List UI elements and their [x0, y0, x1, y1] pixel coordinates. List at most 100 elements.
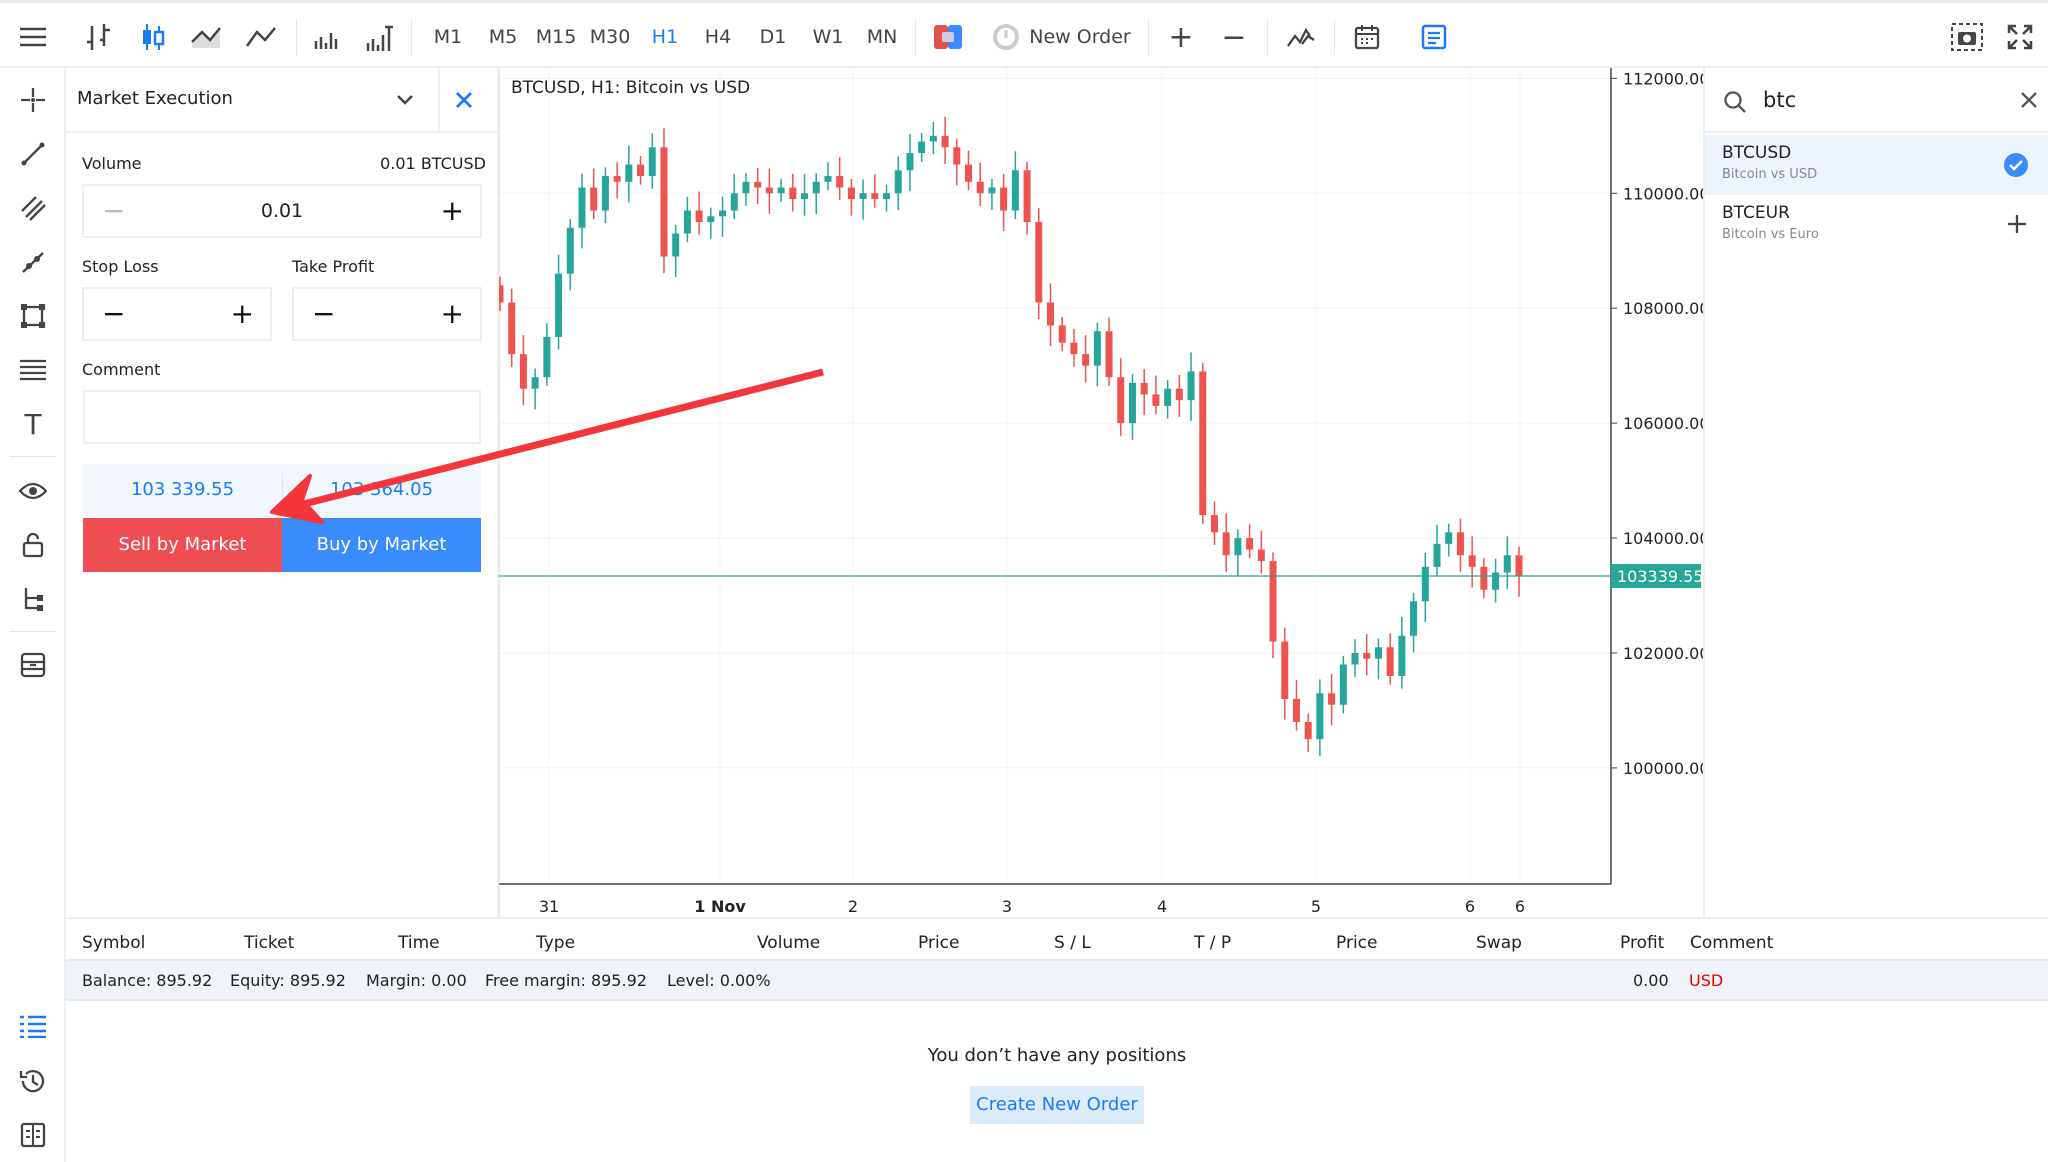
positions-list-icon[interactable] — [13, 1006, 53, 1046]
add-symbol-icon[interactable] — [2007, 214, 2027, 234]
stop-loss-increase-button[interactable]: + — [230, 296, 254, 330]
column-price[interactable]: Price — [918, 933, 960, 953]
volume-input[interactable]: 0.01 — [260, 200, 304, 222]
stop-loss-decrease-button[interactable]: − — [102, 296, 126, 330]
buy-by-market-button[interactable]: Buy by Market — [282, 518, 481, 572]
timeframe-w1[interactable]: W1 — [812, 26, 844, 48]
x-tick-label: 4 — [1157, 897, 1167, 916]
fibonacci-icon[interactable] — [13, 350, 53, 390]
column-symbol[interactable]: Symbol — [82, 933, 146, 953]
tick-volumes-icon[interactable] — [365, 17, 395, 57]
timeframe-m5[interactable]: M5 — [488, 26, 518, 48]
trade-panel-icon[interactable] — [1421, 17, 1447, 57]
journal-icon[interactable] — [13, 1115, 53, 1155]
text-tool-icon[interactable]: T — [24, 407, 42, 441]
timeframe-m15[interactable]: M15 — [535, 26, 577, 48]
price-chart[interactable]: 112000.00 110000.00 108000.00 106000.00 1040… — [499, 68, 1703, 917]
timeframe-h4[interactable]: H4 — [704, 26, 732, 48]
candle-body — [765, 187, 773, 194]
clear-search-icon[interactable] — [2021, 92, 2037, 108]
candle-body — [1410, 601, 1418, 636]
candle-body — [742, 181, 750, 194]
create-new-order-button[interactable]: Create New Order — [970, 1086, 1144, 1124]
volume-label: Volume — [82, 154, 142, 173]
candle-body — [1480, 566, 1488, 590]
candle-body — [1152, 394, 1160, 406]
candle-body — [871, 193, 879, 200]
menu-icon[interactable] — [20, 17, 46, 57]
area-chart-icon[interactable] — [190, 17, 222, 57]
candle-body — [1093, 331, 1101, 366]
shapes-icon[interactable] — [13, 296, 53, 336]
parallel-channel-icon[interactable] — [13, 188, 53, 228]
column-time[interactable]: Time — [398, 933, 440, 953]
selected-check-icon[interactable] — [2003, 152, 2029, 178]
chart-canvas[interactable]: 112000.00 110000.00 108000.00 106000.00 1040… — [499, 68, 1703, 917]
stop-loss-stepper[interactable]: − + — [82, 287, 272, 341]
layers-icon[interactable] — [13, 645, 53, 685]
volume-increase-button[interactable]: + — [440, 193, 464, 227]
take-profit-stepper[interactable]: − + — [292, 287, 482, 341]
positions-table-header: Symbol Ticket Time Type Volume Price S /… — [66, 919, 2048, 961]
candle-body — [777, 187, 785, 194]
timeframe-m1[interactable]: M1 — [433, 26, 463, 48]
empty-positions-message: You don’t have any positions — [927, 1045, 1187, 1066]
timeframe-d1[interactable]: D1 — [759, 26, 787, 48]
fullscreen-icon[interactable] — [2007, 17, 2033, 57]
column-current-price[interactable]: Price — [1336, 933, 1378, 953]
x-tick-label: 1 Nov — [694, 897, 746, 916]
new-order-button[interactable]: New Order — [1029, 26, 1131, 48]
symbol-item-btcusd[interactable]: BTCUSD Bitcoin vs USD — [1705, 135, 2048, 195]
take-profit-increase-button[interactable]: + — [440, 296, 464, 330]
candle-body — [1433, 543, 1441, 567]
trend-line-icon[interactable] — [13, 134, 53, 174]
close-icon[interactable] — [455, 91, 473, 109]
zoom-in-icon[interactable]: + — [1168, 19, 1194, 55]
column-sl[interactable]: S / L — [1054, 933, 1091, 953]
object-tree-icon[interactable] — [13, 579, 53, 619]
comment-label: Comment — [82, 360, 161, 379]
column-ticket[interactable]: Ticket — [244, 933, 295, 953]
line-chart-icon[interactable] — [245, 17, 277, 57]
volumes-icon[interactable] — [313, 17, 341, 57]
candle-body — [719, 210, 727, 217]
column-tp[interactable]: T / P — [1194, 933, 1232, 953]
candle-body — [613, 176, 621, 182]
candlestick-icon[interactable] — [140, 17, 166, 57]
one-click-trading-icon[interactable] — [934, 17, 962, 57]
clock-icon[interactable] — [992, 17, 1020, 57]
candle-body — [812, 181, 820, 194]
y-tick-label: 108000.00 — [1623, 299, 1703, 318]
column-volume[interactable]: Volume — [757, 933, 821, 953]
zoom-out-icon[interactable]: − — [1221, 19, 1247, 55]
indicators-icon[interactable] — [1286, 17, 1316, 57]
symbol-search[interactable]: btc — [1705, 68, 2048, 133]
calendar-icon[interactable] — [1354, 17, 1380, 57]
candle-body — [566, 227, 574, 274]
take-profit-decrease-button[interactable]: − — [312, 296, 336, 330]
screenshot-icon[interactable] — [1951, 17, 1983, 57]
column-swap[interactable]: Swap — [1476, 933, 1522, 953]
candle-body — [543, 336, 551, 378]
comment-input[interactable] — [83, 390, 481, 444]
candle-body — [754, 181, 762, 188]
candle-body — [1234, 538, 1242, 556]
volume-decrease-button[interactable]: − — [102, 193, 126, 227]
lock-icon[interactable] — [13, 525, 53, 565]
sell-by-market-button[interactable]: Sell by Market — [83, 518, 282, 572]
execution-type-select[interactable]: Market Execution — [66, 68, 497, 133]
timeframe-mn[interactable]: MN — [866, 26, 898, 48]
volume-stepper[interactable]: − 0.01 + — [82, 184, 482, 238]
symbol-search-input[interactable]: btc — [1763, 88, 1797, 112]
timeframe-h1[interactable]: H1 — [651, 26, 679, 48]
timeframe-m30[interactable]: M30 — [589, 26, 631, 48]
column-comment[interactable]: Comment — [1690, 933, 1774, 953]
column-type[interactable]: Type — [536, 933, 576, 953]
crosshair-icon[interactable] — [13, 80, 53, 120]
ray-icon[interactable] — [13, 242, 53, 282]
history-icon[interactable] — [13, 1061, 53, 1101]
symbol-item-btceur[interactable]: BTCEUR Bitcoin vs Euro — [1705, 195, 2048, 255]
column-profit[interactable]: Profit — [1620, 933, 1665, 953]
eye-icon[interactable] — [13, 471, 53, 511]
bar-chart-icon[interactable] — [84, 17, 112, 57]
